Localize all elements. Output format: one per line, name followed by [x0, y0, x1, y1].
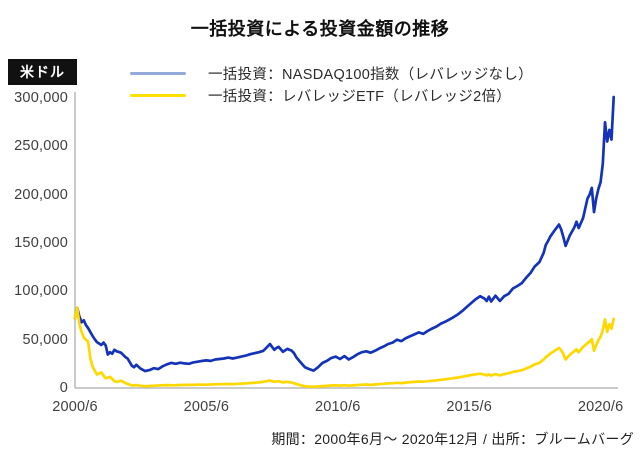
x-tick-label: 2015/6	[446, 399, 492, 415]
y-tick-label: 100,000	[14, 283, 68, 300]
y-tick-label: 0	[59, 380, 68, 396]
legend-label-nasdaq: 一括投資：NASDAQ100指数（レバレッジなし）	[208, 66, 533, 83]
legend-label-leveraged-etf: 一括投資：レバレッジETF（レバレッジ2倍）	[208, 88, 512, 105]
nasdaq-line	[73, 95, 616, 373]
y-tick-label: 250,000	[14, 138, 68, 155]
x-tick-label: 2010/6	[315, 399, 361, 415]
y-axis-unit-badge: 米ドル	[8, 59, 77, 85]
legend: 一括投資：NASDAQ100指数（レバレッジなし） 一括投資：レバレッジETF（…	[130, 62, 533, 106]
legend-item-nasdaq: 一括投資：NASDAQ100指数（レバレッジなし）	[130, 62, 533, 84]
source-footer: 期間：2000年6月～ 2020年12月 / 出所：ブルームバーグ	[271, 431, 634, 447]
y-tick-label: 300,000	[14, 90, 68, 106]
y-tick-label: 50,000	[22, 331, 68, 348]
page-title: 一括投資による投資金額の推移	[190, 19, 450, 39]
leveraged-etf-line	[73, 306, 616, 389]
x-tick-label: 2000/6	[52, 399, 98, 415]
x-tick-label: 2005/6	[183, 399, 230, 415]
leveraged-etf-line-swatch	[130, 93, 186, 97]
nasdaq-line-swatch	[130, 71, 186, 75]
y-tick-label: 150,000	[14, 235, 68, 251]
x-tick-label: 2020/6	[577, 399, 624, 415]
y-tick-label: 200,000	[14, 186, 68, 203]
legend-item-leveraged-etf: 一括投資：レバレッジETF（レバレッジ2倍）	[130, 84, 533, 106]
